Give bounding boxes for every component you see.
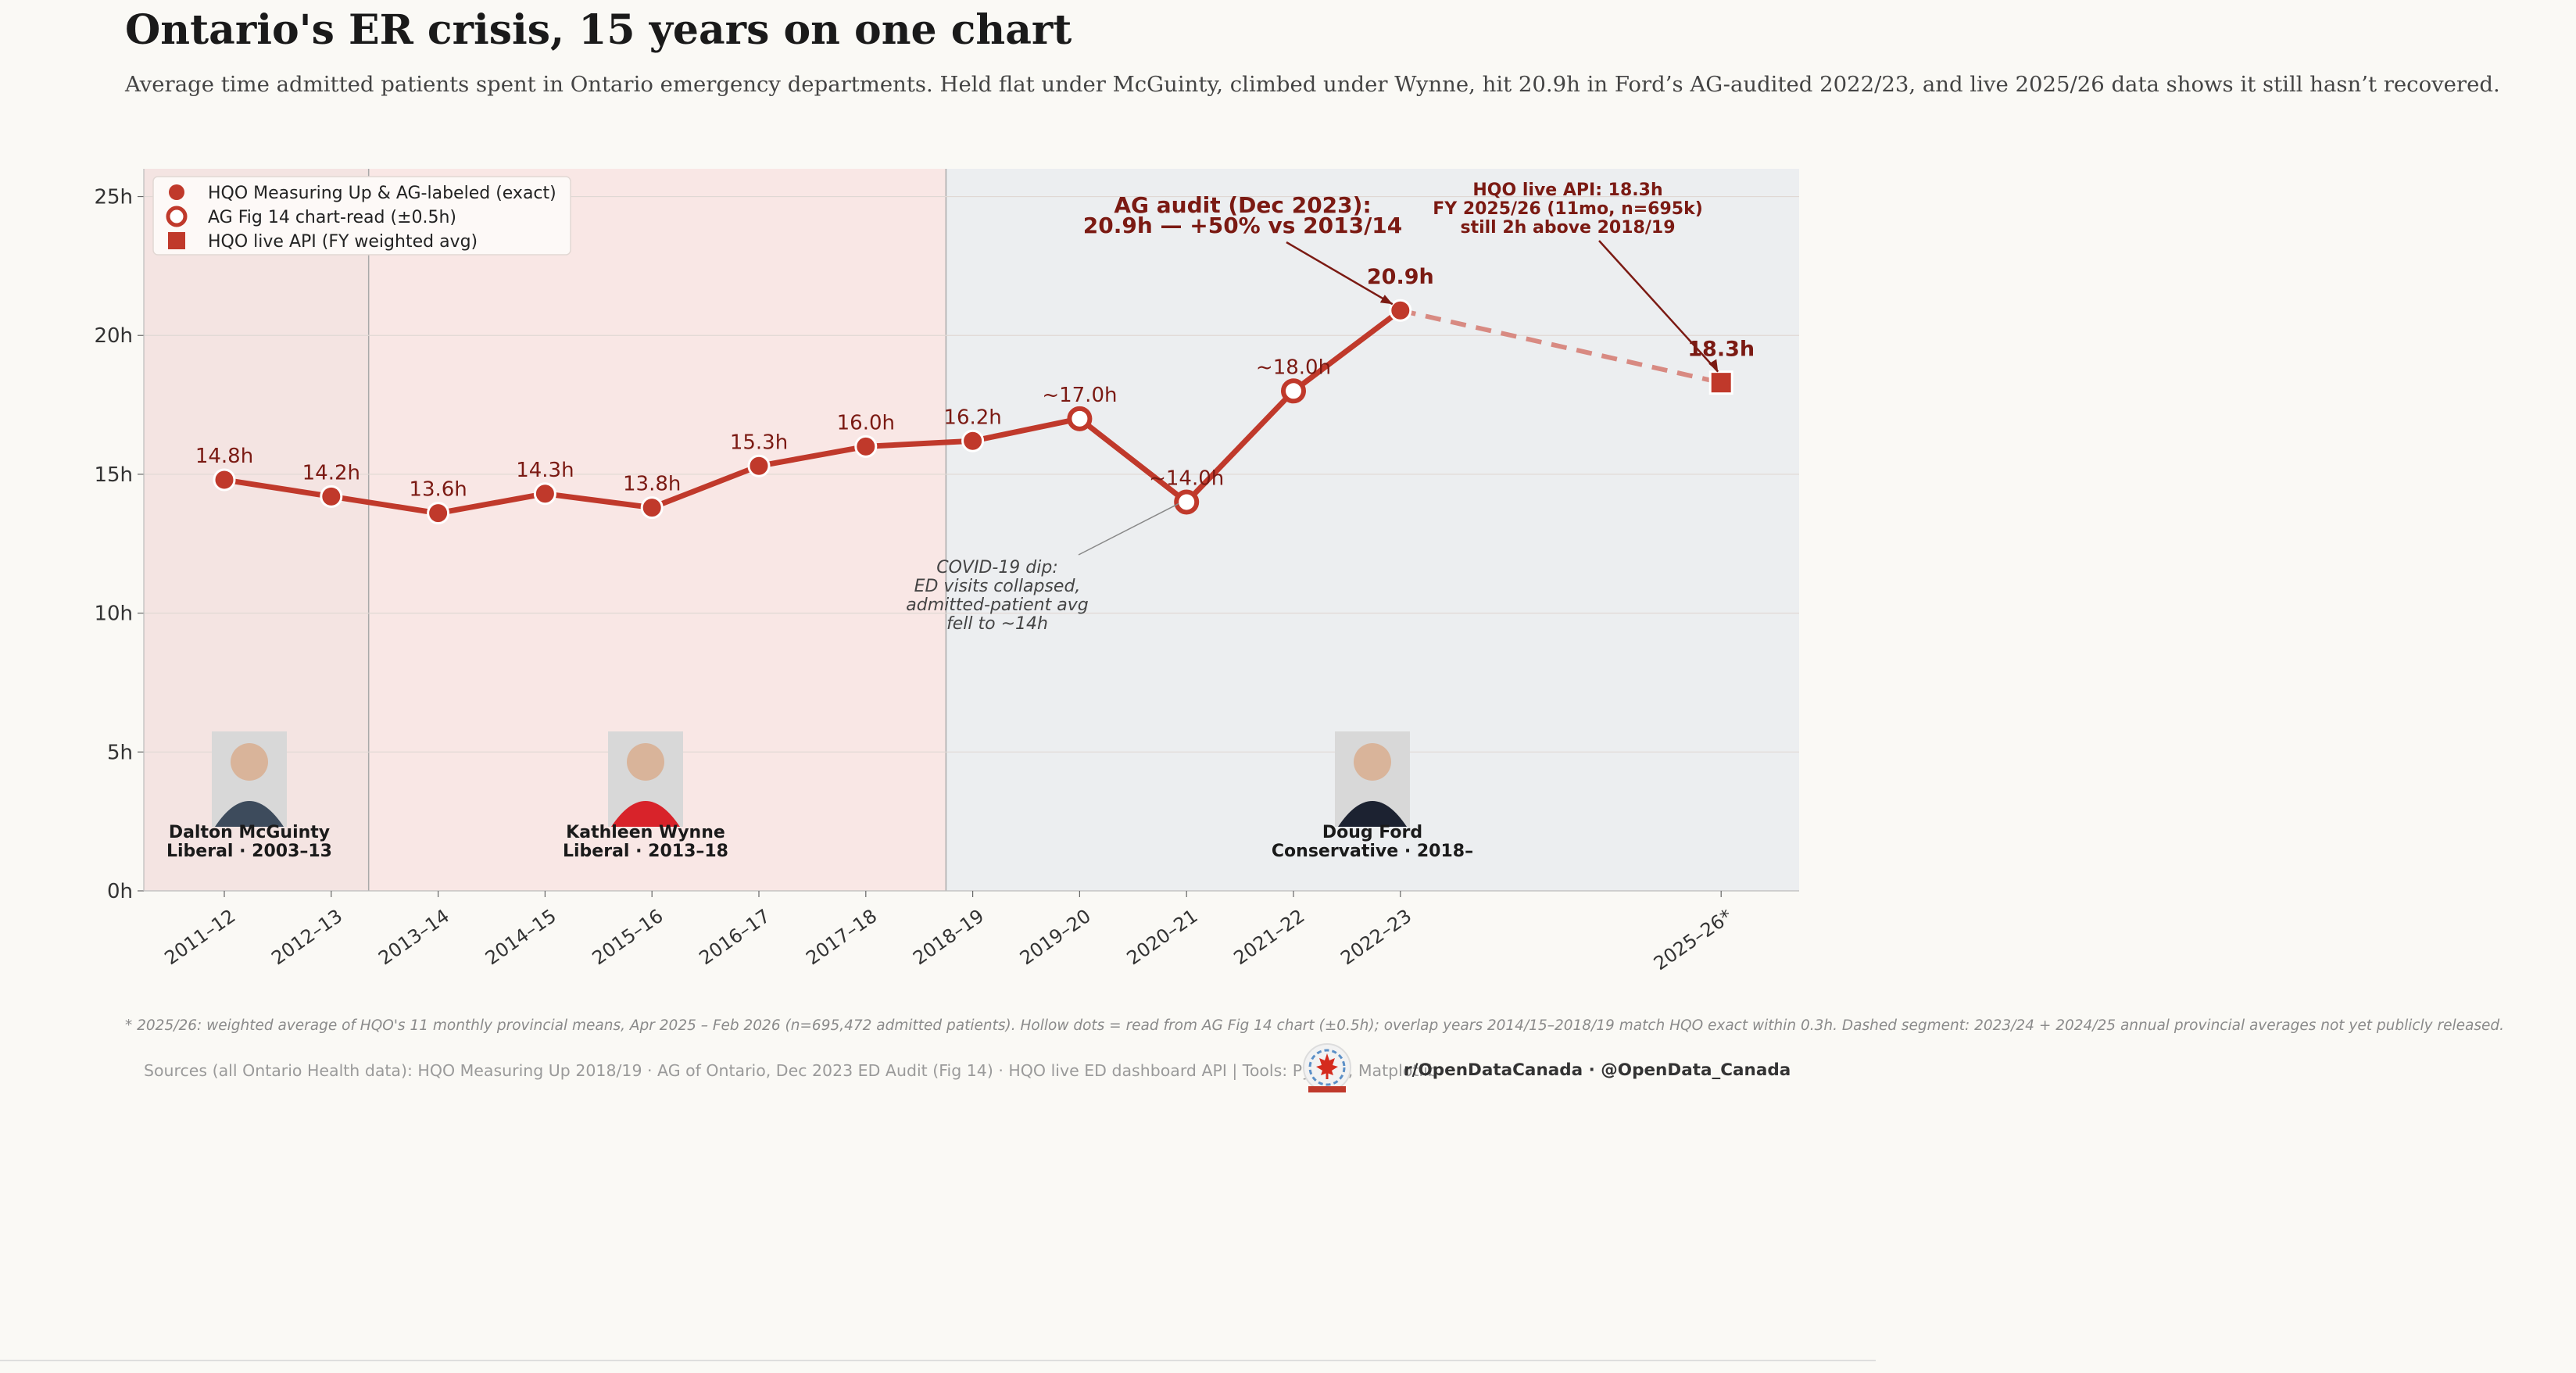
portrait-body [1338,801,1407,827]
data-point [1389,299,1412,322]
page-title: Ontario's ER crisis, 15 years on one cha… [125,6,1072,54]
era-name-label: Kathleen Wynne [566,823,725,842]
x-tick-label: 2020–21 [1123,905,1202,969]
x-tick-label: 2021–22 [1229,905,1308,969]
annotation-hqo-live-line2: FY 2025/26 (11mo, n=695k) [1433,199,1703,219]
data-label: 14.2h [302,461,360,484]
annotation-covid-line4: fell to ~14h [946,614,1048,634]
x-tick-label: 2013–14 [374,905,453,969]
annotation-covid-leader [1078,502,1179,556]
era-detail-label: Liberal · 2013–18 [563,842,728,861]
x-tick-label: 2019–20 [1016,905,1095,969]
sources-line: Sources (all Ontario Health data): HQO M… [144,1061,1438,1080]
annotation-ag-audit-arrow [1286,241,1394,306]
x-tick-label: 2011–12 [160,905,239,969]
annotation-ag-audit-line2: 20.9h — +50% vs 2013/14 [1083,213,1403,238]
portrait-body [215,801,284,827]
legend-marker-filled [169,184,184,200]
data-point [747,454,771,477]
x-tick-label: 2012–13 [267,905,346,969]
data-label: ~14.0h [1149,467,1224,490]
y-tick-label: 15h [94,463,133,487]
annotation-ag-audit-arrowhead [1379,295,1393,305]
x-tick-label: 2015–16 [589,905,667,969]
x-tick-label: 2025–26* [1650,905,1737,974]
annotation-covid-line2: ED visits collapsed, [914,577,1081,596]
data-point [320,484,343,508]
x-tick-label: 2022–23 [1336,905,1415,969]
data-points [213,299,1733,525]
x-tick-label: 2016–17 [695,905,774,969]
open-data-canada-logo [1303,1043,1351,1092]
data-label: 14.8h [195,445,253,468]
data-label: 16.0h [837,411,895,434]
data-point [427,502,450,525]
portrait-dalton-mcguinty [212,731,287,827]
series-lines [224,308,1722,517]
data-labels: 14.8h 14.2h 13.6h 14.3h 13.8h 15.3h 16.0h 16.2h… [195,265,1755,501]
page-subtitle: Average time admitted patients spent in … [125,72,2500,97]
data-label: ~17.0h [1042,384,1117,407]
x-tick-label: 2017–18 [802,905,881,969]
data-point-hollow [1281,378,1306,404]
portrait-body [611,801,680,827]
era-name-label: Dalton McGuinty [169,823,330,842]
data-point [961,429,985,452]
footnote: * 2025/26: weighted average of HQO's 11 … [125,1017,2504,1034]
line-chart: 0h 5h 10h 15h 20h 25h 2011–12 2012–13 2013–14 201… [94,169,1799,974]
legend-label: HQO Measuring Up & AG-labeled (exact) [208,184,556,203]
annotation-hqo-live-arrowhead [1708,359,1719,372]
y-tick-label: 20h [94,324,133,348]
annotation-covid-line1: COVID-19 dip: [936,558,1058,577]
era-name-label: Doug Ford [1322,823,1422,842]
x-tick-label: 2014–15 [481,905,560,969]
legend-marker-hollow [166,206,188,227]
legend-label: HQO live API (FY weighted avg) [208,232,478,252]
legend-box [152,176,571,256]
social-handles: r/OpenDataCanada · @OpenData_Canada [1404,1060,1791,1080]
data-point-square [1708,370,1733,395]
data-label: 16.2h [943,406,1001,429]
era-bands [144,169,1799,891]
data-point [640,496,664,520]
data-point [213,468,236,492]
y-tick-label: 25h [94,186,133,209]
era-detail-label: Liberal · 2003–13 [166,842,332,861]
portrait-face [627,743,664,781]
bottom-rule [0,1360,1876,1361]
data-point [854,434,878,458]
series-line-1 [224,308,1402,517]
data-label: ~18.0h [1256,356,1331,379]
portrait-face [1354,743,1391,781]
x-tick-label: 2018–19 [909,905,988,969]
data-point-hollow [1067,406,1093,431]
data-point [533,482,556,506]
data-label: 15.3h [730,431,788,454]
portrait-doug-ford [1335,731,1410,827]
annotations: AG audit (Dec 2023):20.9h — +50% vs 2013… [906,181,1719,634]
annotation-ag-audit-line1: AG audit (Dec 2023): [1114,192,1371,218]
legend-marker-square [168,232,185,249]
series-line-2 [1400,308,1722,385]
annotation-hqo-live-line1: HQO live API: 18.3h [1472,181,1662,200]
data-label: 20.9h [1367,265,1434,289]
annotation-hqo-live-line3: still 2h above 2018/19 [1460,218,1675,238]
legend: HQO Measuring Up & AG-labeled (exact) AG … [152,176,571,256]
data-label: 14.3h [516,459,574,482]
data-label: 13.6h [409,478,467,502]
y-tick-label: 10h [94,602,133,626]
data-point-hollow [1174,489,1200,515]
y-tick-label: 0h [107,880,133,903]
legend-label: AG Fig 14 chart-read (±0.5h) [208,208,456,227]
era-detail-label: Conservative · 2018– [1272,842,1473,861]
portrait-kathleen-wynne [608,731,683,827]
annotation-hqo-live-arrow [1598,240,1719,373]
annotation-covid-line3: admitted-patient avg [906,595,1088,615]
y-tick-label: 5h [107,741,133,764]
data-label: 13.8h [623,473,681,496]
portrait-face [231,743,268,781]
